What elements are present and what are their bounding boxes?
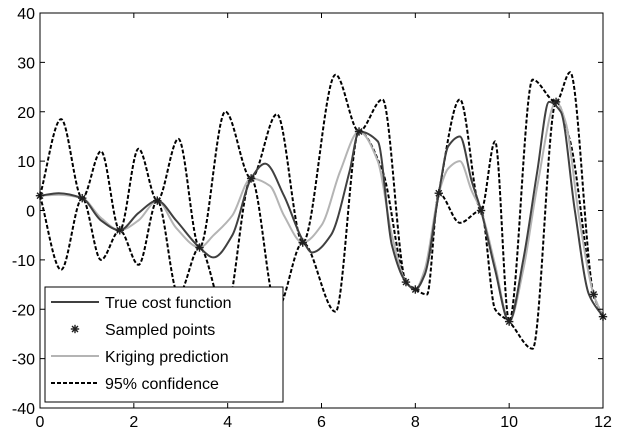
- sampled-point: [401, 277, 411, 287]
- legend-label: Sampled points: [105, 322, 215, 339]
- series-true-line: [40, 100, 603, 323]
- x-tick-label: 8: [411, 414, 420, 431]
- sampled-point: [78, 193, 87, 203]
- y-tick-label: -10: [12, 253, 35, 270]
- sampled-point: [153, 196, 162, 205]
- x-tick-label: 2: [129, 414, 138, 431]
- legend-entry: True cost function: [51, 295, 232, 312]
- y-tick-label: 20: [17, 105, 35, 122]
- sampled-point: [298, 238, 307, 247]
- sampled-point: [504, 317, 514, 326]
- sampled-point: [589, 290, 598, 299]
- legend-label: Kriging prediction: [105, 349, 229, 366]
- y-tick-label: 10: [17, 154, 35, 171]
- sampled-point: [551, 97, 561, 107]
- y-tick-label: 30: [17, 55, 35, 72]
- legend-entry: Sampled points: [70, 322, 215, 339]
- legend-marker: [70, 324, 80, 334]
- x-tick-label: 6: [317, 414, 326, 431]
- x-tick-label: 4: [223, 414, 232, 431]
- sampled-point: [195, 243, 204, 252]
- axis-ticks: 0 2 4 6 8 10 12 -40 -30 -20 -10 0 10 20 30 40: [12, 6, 612, 431]
- sampled-point: [246, 174, 256, 183]
- sampled-point: [115, 226, 124, 235]
- x-tick-label: 10: [500, 414, 518, 431]
- legend-entry: 95% confidence: [51, 376, 219, 393]
- y-tick-label: 40: [17, 6, 35, 23]
- x-tick-label: 0: [36, 414, 45, 431]
- sampled-point: [354, 127, 364, 136]
- sampled-point: [411, 285, 420, 294]
- y-tick-label: -40: [12, 401, 35, 418]
- y-tick-label: 0: [26, 204, 35, 221]
- legend-label: True cost function: [105, 295, 232, 312]
- y-tick-label: -30: [12, 352, 35, 369]
- sampled-point: [476, 206, 486, 215]
- y-tick-label: -20: [12, 302, 35, 319]
- legend: True cost function Sampled points Kriging …: [44, 286, 284, 403]
- sampled-point: [434, 189, 443, 198]
- x-tick-label: 12: [594, 414, 612, 431]
- legend-entry: Kriging prediction: [51, 349, 229, 366]
- legend-label: 95% confidence: [105, 376, 219, 393]
